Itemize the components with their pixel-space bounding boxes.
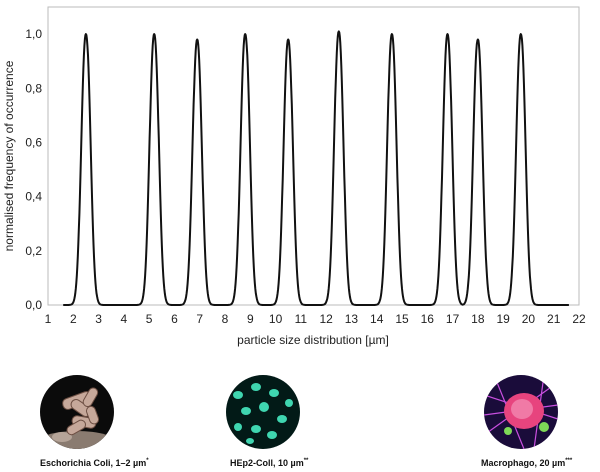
- x-axis-ticks: 1 2 3 4 5 6 7 8 9 10 11 12 13 14 15 16 17 18 19 20 21 22: [45, 312, 586, 326]
- x-tick-label: 22: [572, 312, 586, 326]
- y-tick-label: 0,2: [25, 244, 42, 258]
- x-tick-label: 17: [446, 312, 460, 326]
- x-tick-label: 15: [395, 312, 409, 326]
- x-tick-label: 11: [295, 312, 308, 326]
- y-tick-label: 1,0: [25, 27, 42, 41]
- y-tick-label: 0,0: [25, 298, 42, 312]
- y-axis-title: normalised frequency of occurrence: [2, 60, 16, 251]
- x-axis-title: particle size distribution [µm]: [237, 333, 389, 347]
- macrophage-caption: Macrophago, 20 µm***: [481, 458, 573, 468]
- y-tick-label: 0,6: [25, 135, 42, 149]
- x-tick-label: 2: [70, 312, 77, 326]
- particle-size-chart: 1 2 3 4 5 6 7 8 9 10 11 12 13 14 15 16 17 18 19 20 21 22 0,00…: [2, 6, 586, 347]
- x-tick-label: 19: [496, 312, 510, 326]
- x-tick-label: 9: [247, 312, 254, 326]
- plot-frame: [47, 6, 580, 306]
- x-tick-label: 12: [319, 312, 333, 326]
- x-tick-label: 3: [95, 312, 102, 326]
- x-tick-label: 20: [522, 312, 536, 326]
- x-tick-label: 5: [146, 312, 153, 326]
- ecoli-micrograph: [40, 375, 114, 449]
- x-tick-label: 6: [171, 312, 178, 326]
- hep2-caption: HEp2-Coll, 10 µm**: [230, 458, 309, 468]
- x-tick-label: 8: [222, 312, 229, 326]
- y-tick-label: 0,4: [25, 190, 42, 204]
- x-tick-label: 14: [370, 312, 384, 326]
- x-tick-label: 18: [471, 312, 485, 326]
- x-tick-label: 16: [421, 312, 435, 326]
- macrophage-micrograph: [484, 375, 558, 449]
- x-tick-label: 1: [45, 312, 52, 326]
- y-tick-label: 0,8: [25, 81, 42, 95]
- x-tick-label: 4: [121, 312, 128, 326]
- x-tick-label: 10: [269, 312, 283, 326]
- y-axis-ticks: 0,0 0,2 0,4 0,6 0,8 1,0: [25, 27, 42, 312]
- distribution-line: [62, 30, 570, 306]
- hep2-micrograph: [226, 375, 300, 449]
- x-tick-label: 13: [345, 312, 359, 326]
- x-tick-label: 21: [547, 312, 561, 326]
- ecoli-caption: Eschorichia Coli, 1–2 µm*: [40, 458, 149, 468]
- x-tick-label: 7: [196, 312, 203, 326]
